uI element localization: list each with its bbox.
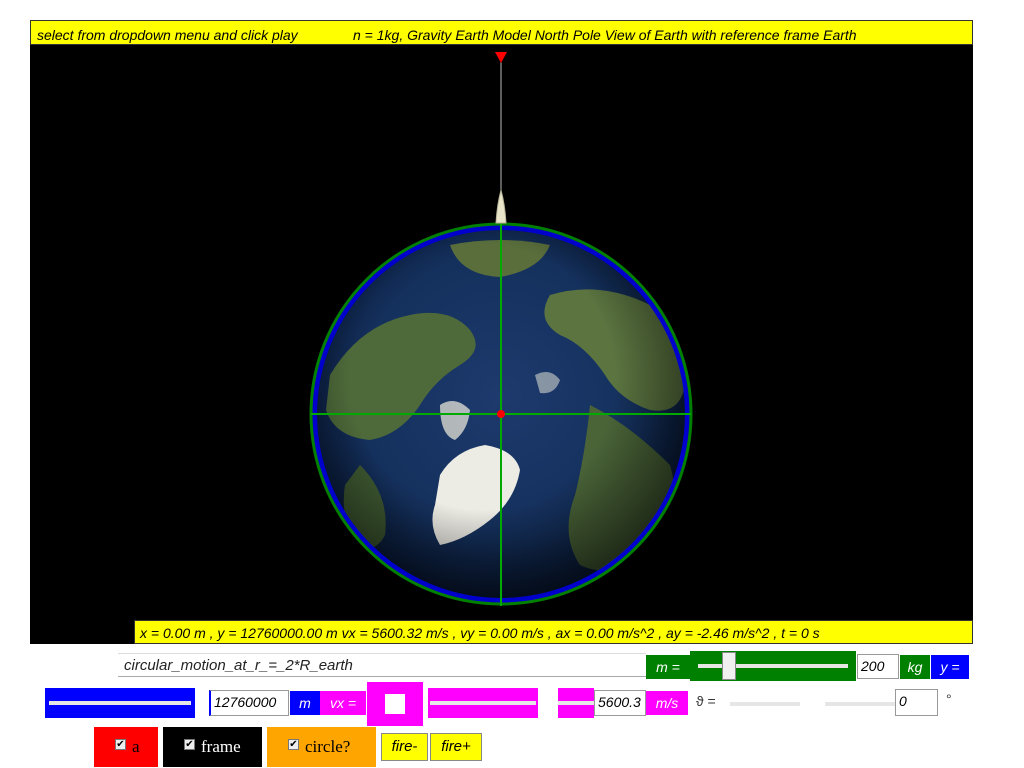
y-label: y = [931,655,969,679]
theta-slider-left[interactable] [730,702,800,706]
vx-unit: m/s [646,691,688,715]
mass-unit: kg [900,655,930,679]
status-bar: select from dropdown menu and click play… [30,20,973,45]
fire-plus-button[interactable]: fire+ [430,733,482,761]
circle-label: circle? [305,737,351,756]
vx-toggle-button[interactable] [367,682,423,726]
acceleration-checkbox-button[interactable]: ✔ a [94,727,158,767]
scenario-value: circular_motion_at_r_=_2*R_earth [124,657,353,674]
state-readout: x = 0.00 m , y = 12760000.00 m vx = 5600… [134,620,973,644]
acceleration-checkbox[interactable]: ✔ [115,739,126,750]
theta-input[interactable]: 0 [895,689,938,716]
model-description-text: n = 1kg, Gravity Earth Model North Pole … [353,27,857,43]
theta-unit: ° [946,691,952,707]
y-slider-track [49,701,191,705]
instruction-text: select from dropdown menu and click play [37,27,298,43]
y-slider[interactable] [45,688,195,718]
earth-view [309,52,693,606]
simulation-canvas[interactable] [30,45,973,644]
vx-slider-track [430,701,536,705]
circle-checkbox-button[interactable]: ✔ circle? [267,727,376,767]
state-readout-text: x = 0.00 m , y = 12760000.00 m vx = 5600… [140,625,820,641]
vx-toggle-square [385,694,405,714]
vx-input[interactable]: 5600.3 [594,690,646,716]
theta-slider-right[interactable] [825,702,895,706]
theta-label: ϑ = [696,693,716,709]
position-marker-icon[interactable] [495,52,507,63]
vx-slider-extension[interactable] [558,688,594,718]
frame-label: frame [201,737,241,756]
frame-checkbox-button[interactable]: ✔ frame [163,727,262,767]
circle-checkbox[interactable]: ✔ [288,739,299,750]
mass-slider-track [698,664,848,668]
frame-checkbox[interactable]: ✔ [184,739,195,750]
mass-input[interactable]: 200 [857,654,899,679]
vx-slider-extension-track [558,701,594,705]
mass-label: m = [646,655,690,679]
mass-slider-thumb[interactable] [722,652,736,680]
center-marker-icon [497,410,505,418]
vx-label: vx = [320,691,366,715]
y-unit: m [290,691,320,715]
y-input[interactable]: 12760000 [209,690,289,716]
scenario-dropdown[interactable]: circular_motion_at_r_=_2*R_earth [118,653,646,677]
fire-minus-button[interactable]: fire- [381,733,428,761]
projectile-icon [495,188,507,224]
vx-slider[interactable] [428,688,538,718]
mass-slider[interactable] [690,651,856,681]
acceleration-label: a [132,737,140,756]
